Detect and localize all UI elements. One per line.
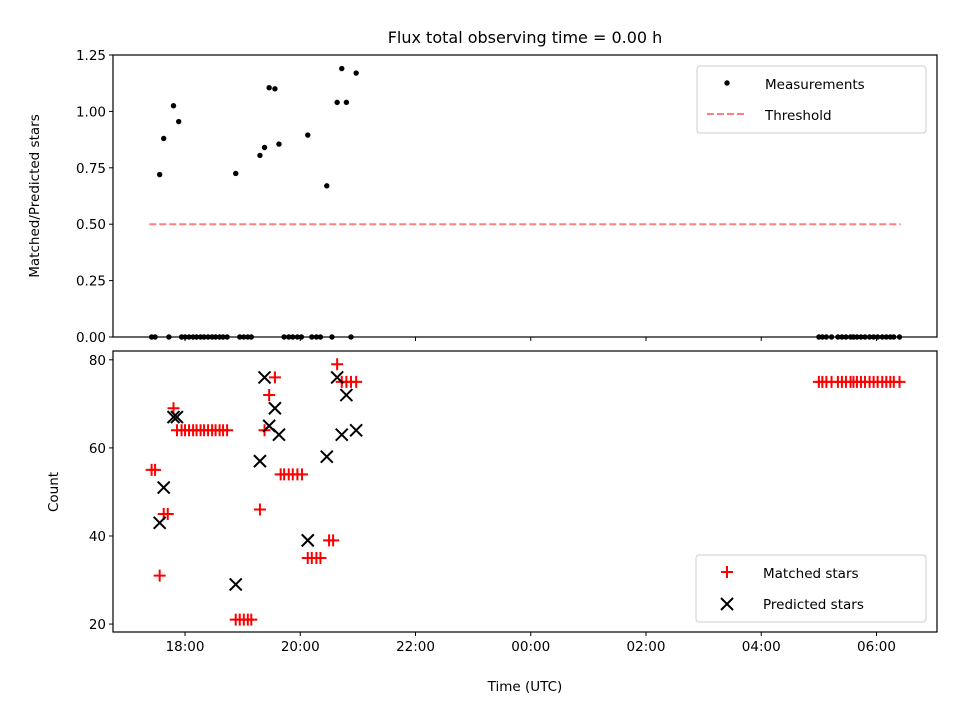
y-tick-label: 0.75 <box>76 161 106 177</box>
predicted-star-point <box>253 454 267 468</box>
predicted-star-point <box>335 427 349 442</box>
measurement-point <box>175 118 182 125</box>
legend-plus-marker <box>721 566 733 578</box>
y-tick-label: 40 <box>89 529 106 545</box>
x-tick-label: 06:00 <box>857 639 896 655</box>
bottom-legend: Matched stars Predicted stars <box>695 554 927 623</box>
measurement-point <box>324 183 330 189</box>
matched-star-point <box>327 534 340 547</box>
y-tick-label: 80 <box>89 353 106 369</box>
matched-star-point <box>314 552 327 565</box>
legend-threshold: Threshold <box>764 108 832 124</box>
legend-measurement-marker <box>724 80 730 86</box>
predicted-star-point <box>268 401 282 415</box>
x-axis-label: Time (UTC) <box>487 679 563 695</box>
matched-star-point <box>221 424 234 437</box>
predicted-star-point <box>272 427 286 442</box>
matched-star-point <box>893 375 906 388</box>
matched-star-point <box>331 358 344 371</box>
x-tick-label: 04:00 <box>742 639 781 655</box>
legend-x-marker <box>720 597 734 611</box>
measurement-point <box>261 144 268 151</box>
matched-star-point <box>149 463 162 476</box>
matched-star-point <box>253 503 266 516</box>
y-tick-label: 1.25 <box>76 48 106 64</box>
top-axes-frame <box>112 54 938 338</box>
bottom-axes: 20 40 60 80 18:00 20:00 22:00 00:00 02:00 04:00 06… <box>89 350 938 655</box>
measurement-point <box>272 86 278 92</box>
top-axes: 0.00 0.25 0.50 0.75 1.00 1.25 <box>76 48 938 346</box>
y-tick-label: 0.00 <box>76 330 106 346</box>
measurement-point <box>276 141 282 147</box>
predicted-star-point <box>152 516 167 530</box>
matched-star-point <box>153 569 166 582</box>
predicted-star-point <box>330 370 344 385</box>
matched-star-point <box>350 375 363 388</box>
legend-matched: Matched stars <box>763 566 859 582</box>
y-tick-label: 1.00 <box>76 104 106 120</box>
chart-title: Flux total observing time = 0.00 h <box>388 28 663 47</box>
top-y-axis-label: Matched/Predicted stars <box>27 114 43 277</box>
matched-star-point <box>296 468 309 481</box>
measurement-point <box>233 170 239 177</box>
predicted-star-point <box>301 533 315 548</box>
predicted-star-point <box>339 388 354 402</box>
measurement-point <box>353 70 359 76</box>
matched-star-point <box>161 507 174 520</box>
measurement-point <box>266 85 272 91</box>
x-tick-label: 18:00 <box>166 639 205 655</box>
y-tick-label: 0.25 <box>76 274 106 290</box>
bottom-axes-frame <box>112 350 938 633</box>
predicted-star-point <box>170 410 184 424</box>
matched-star-point <box>268 371 281 384</box>
predicted-star-point <box>229 577 243 592</box>
top-legend: Measurements Threshold <box>696 65 927 134</box>
legend-predicted: Predicted stars <box>763 597 864 613</box>
matched-star-point <box>245 613 258 626</box>
predicted-star-point <box>257 370 272 385</box>
predicted-star-point <box>349 423 363 437</box>
legend-measurements: Measurements <box>765 77 865 93</box>
x-tick-label: 22:00 <box>396 639 435 655</box>
measurement-point <box>334 99 340 106</box>
y-tick-label: 20 <box>89 617 106 633</box>
measurement-point <box>156 171 163 178</box>
y-tick-label: 0.50 <box>76 217 106 233</box>
predicted-star-point <box>166 410 181 424</box>
predicted-star-point <box>157 480 171 495</box>
measurement-point <box>170 103 177 109</box>
y-tick-label: 60 <box>89 441 106 457</box>
x-tick-label: 02:00 <box>627 639 666 655</box>
matched-star-point <box>263 389 276 402</box>
measurement-point <box>161 135 167 142</box>
measurement-point <box>343 99 350 106</box>
x-tick-label: 20:00 <box>281 639 320 655</box>
measurement-point <box>257 152 263 159</box>
bottom-y-axis-label: Count <box>46 472 62 512</box>
x-tick-label: 00:00 <box>511 639 550 655</box>
measurement-point <box>305 132 311 138</box>
measurement-point <box>339 65 345 72</box>
predicted-star-point <box>320 449 334 464</box>
